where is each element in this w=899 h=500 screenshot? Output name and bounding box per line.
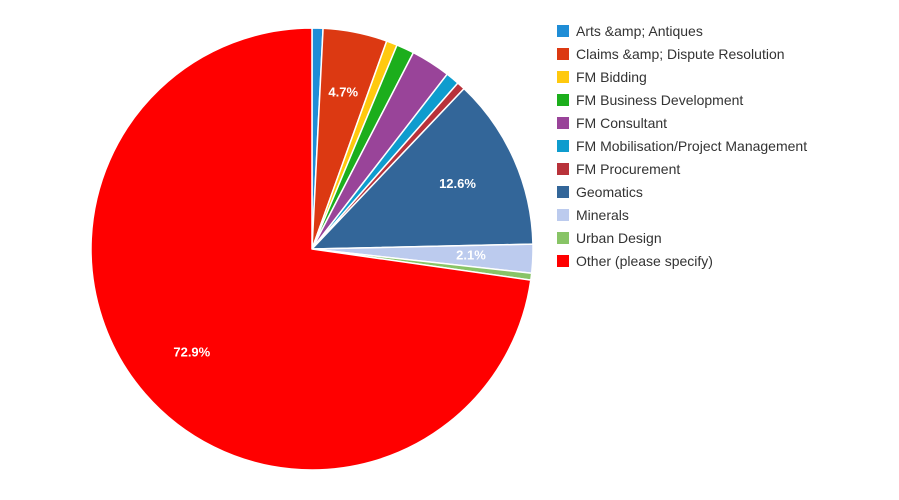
legend-swatch bbox=[557, 94, 569, 106]
legend-item-2[interactable]: FM Bidding bbox=[557, 68, 887, 86]
legend-swatch bbox=[557, 163, 569, 175]
legend-item-6[interactable]: FM Procurement bbox=[557, 160, 887, 178]
legend-label: Urban Design bbox=[576, 230, 662, 246]
legend-swatch bbox=[557, 25, 569, 37]
legend-label: Minerals bbox=[576, 207, 629, 223]
legend-item-5[interactable]: FM Mobilisation/Project Management bbox=[557, 137, 887, 155]
legend-item-10[interactable]: Other (please specify) bbox=[557, 252, 887, 270]
slice-data-label-1: 4.7% bbox=[328, 84, 358, 99]
legend-item-7[interactable]: Geomatics bbox=[557, 183, 887, 201]
legend-swatch bbox=[557, 255, 569, 267]
legend-label: Other (please specify) bbox=[576, 253, 713, 269]
legend-swatch bbox=[557, 48, 569, 60]
legend-swatch bbox=[557, 140, 569, 152]
legend-label: FM Procurement bbox=[576, 161, 681, 177]
legend-swatch bbox=[557, 71, 569, 83]
legend-label: FM Bidding bbox=[576, 69, 647, 85]
slice-data-label-8: 2.1% bbox=[456, 247, 486, 262]
pie-slice-7[interactable] bbox=[311, 87, 534, 250]
pie-chart: 4.7% 12.6% 2.1% 72.9% bbox=[90, 27, 534, 471]
legend-label: FM Consultant bbox=[576, 115, 668, 131]
pie-slice-10[interactable] bbox=[90, 27, 532, 471]
legend-item-9[interactable]: Urban Design bbox=[557, 229, 887, 247]
legend-item-1[interactable]: Claims &amp; Dispute Resolution bbox=[557, 45, 887, 63]
legend-label: FM Mobilisation/Project Management bbox=[576, 138, 808, 154]
legend-item-4[interactable]: FM Consultant bbox=[557, 114, 887, 132]
chart-legend: Arts &amp; Antiques Claims &amp; Dispute … bbox=[557, 22, 887, 275]
legend-item-0[interactable]: Arts &amp; Antiques bbox=[557, 22, 887, 40]
legend-label: Geomatics bbox=[576, 184, 643, 200]
slice-data-label-10: 72.9% bbox=[173, 345, 210, 360]
legend-swatch bbox=[557, 117, 569, 129]
legend-label: Claims &amp; Dispute Resolution bbox=[576, 46, 785, 62]
slice-data-label-7: 12.6% bbox=[439, 176, 476, 191]
legend-item-3[interactable]: FM Business Development bbox=[557, 91, 887, 109]
legend-swatch bbox=[557, 186, 569, 198]
legend-swatch bbox=[557, 232, 569, 244]
legend-item-8[interactable]: Minerals bbox=[557, 206, 887, 224]
legend-label: FM Business Development bbox=[576, 92, 744, 108]
legend-label: Arts &amp; Antiques bbox=[576, 23, 703, 39]
legend-swatch bbox=[557, 209, 569, 221]
